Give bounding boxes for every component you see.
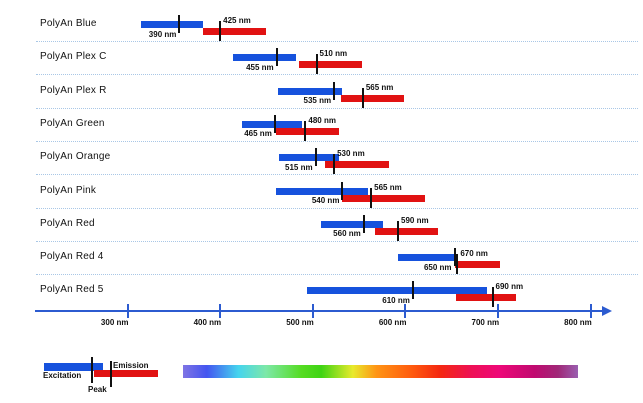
emission-peak-label: 670 nm — [460, 249, 488, 259]
emission-peak-label: 425 nm — [223, 16, 251, 25]
emission-bar — [275, 127, 339, 135]
emission-bar — [202, 28, 266, 35]
legend-excitation-peak-tick — [91, 357, 93, 383]
emission-peak-tick — [304, 120, 307, 141]
x-axis-tick-label: 700 nm — [471, 318, 500, 327]
emission-peak-label: 480 nm — [308, 115, 336, 125]
emission-peak-tick — [333, 154, 336, 175]
excitation-bar — [398, 254, 459, 262]
emission-peak-label: 565 nm — [374, 182, 402, 192]
legend-emission-bar — [94, 370, 158, 377]
excitation-peak-label: 650 nm — [423, 262, 452, 272]
x-axis-tick-label: 400 nm — [193, 318, 222, 327]
dye-label: PolyAn Plex R — [40, 84, 107, 96]
excitation-bar — [275, 187, 369, 195]
excitation-peak-label: 540 nm — [311, 196, 340, 205]
x-axis-tick-label: 600 nm — [378, 318, 407, 327]
excitation-peak-label: 515 nm — [285, 162, 313, 172]
excitation-peak-tick — [275, 48, 278, 67]
row-separator — [36, 274, 638, 276]
emission-peak-tick — [397, 220, 400, 241]
x-axis-tick — [404, 304, 407, 318]
x-axis-tick-label: 300 nm — [100, 318, 129, 327]
excitation-bar — [141, 21, 204, 28]
excitation-bar — [242, 120, 302, 128]
legend-excitation-bar — [44, 363, 103, 371]
excitation-peak-tick — [362, 214, 365, 233]
x-axis-tick-label: 800 nm — [564, 318, 592, 327]
x-axis-tick — [219, 304, 222, 318]
emission-bar — [341, 194, 425, 202]
legend-emission-peak-tick — [110, 361, 112, 387]
emission-peak-tick — [315, 54, 318, 75]
emission-peak-label: 510 nm — [319, 49, 348, 59]
row-separator — [36, 107, 638, 109]
excitation-peak-tick — [333, 81, 336, 100]
excitation-bar — [277, 87, 342, 95]
legend-excitation-label: Excitation — [43, 371, 82, 380]
emission-peak-tick — [491, 287, 494, 308]
dye-label: PolyAn Red 4 — [40, 251, 104, 263]
row-separator — [36, 41, 638, 42]
emission-peak-label: 590 nm — [401, 215, 429, 225]
emission-peak-tick — [370, 187, 373, 208]
excitation-peak-label: 610 nm — [382, 295, 410, 305]
x-axis-line — [35, 310, 603, 312]
emission-bar — [298, 61, 362, 69]
excitation-peak-tick — [411, 281, 414, 300]
emission-peak-tick — [361, 87, 364, 108]
excitation-peak-tick — [273, 114, 276, 133]
excitation-bar — [233, 54, 297, 62]
emission-peak-tick — [219, 21, 222, 41]
dye-label: PolyAn Pink — [40, 184, 97, 196]
legend-emission-label: Emission — [113, 361, 149, 370]
x-axis-tick — [126, 304, 129, 318]
row-separator — [36, 174, 638, 176]
spectrum-bar — [183, 365, 578, 378]
emission-bar — [374, 227, 438, 235]
excitation-peak-label: 560 nm — [333, 229, 361, 239]
emission-bar — [324, 161, 389, 169]
emission-bar — [455, 261, 500, 269]
x-axis-tick — [497, 304, 500, 318]
row-separator — [36, 74, 638, 76]
row-separator — [36, 140, 638, 142]
emission-peak-label: 530 nm — [337, 149, 365, 159]
emission-peak-label: 690 nm — [495, 282, 524, 292]
excitation-peak-label: 535 nm — [303, 96, 332, 106]
emission-peak-label: 565 nm — [365, 82, 394, 92]
x-axis-arrow-icon — [602, 306, 612, 316]
excitation-peak-label: 390 nm — [148, 29, 177, 39]
emission-bar — [456, 294, 516, 302]
excitation-bar — [307, 287, 487, 295]
emission-bar — [340, 94, 404, 102]
row-separator — [36, 240, 638, 242]
dye-label: PolyAn Green — [40, 117, 105, 129]
excitation-peak-tick — [178, 15, 181, 33]
row-separator — [36, 207, 638, 209]
emission-peak-tick — [456, 254, 459, 275]
excitation-peak-tick — [341, 181, 344, 200]
x-axis-tick — [311, 304, 314, 318]
dye-label: PolyAn Blue — [40, 18, 97, 29]
x-axis-tick-label: 500 nm — [286, 318, 314, 327]
x-axis-tick — [589, 304, 592, 318]
excitation-bar — [321, 220, 384, 228]
excitation-peak-label: 455 nm — [246, 62, 274, 72]
dye-label: PolyAn Red 5 — [40, 284, 104, 296]
legend-peak-label: Peak — [88, 385, 107, 394]
excitation-bar — [279, 154, 339, 162]
excitation-peak-tick — [453, 248, 456, 267]
excitation-peak-tick — [314, 148, 317, 167]
dye-label: PolyAn Orange — [40, 151, 111, 163]
dye-label: PolyAn Red — [40, 217, 95, 229]
excitation-peak-label: 465 nm — [244, 129, 272, 139]
dye-label: PolyAn Plex C — [40, 51, 107, 63]
